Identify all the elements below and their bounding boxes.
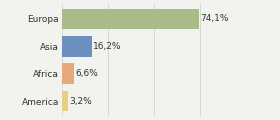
Text: 6,6%: 6,6% [75,69,98,78]
Bar [62,9,199,29]
Bar [62,36,92,57]
Bar [62,91,67,111]
Text: 74,1%: 74,1% [200,15,228,24]
Text: 3,2%: 3,2% [69,96,92,105]
Bar [62,63,74,84]
Text: 16,2%: 16,2% [93,42,122,51]
